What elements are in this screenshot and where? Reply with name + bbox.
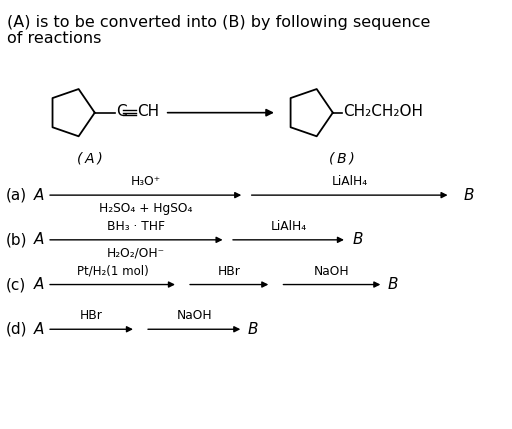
Text: A: A xyxy=(34,277,45,292)
Text: (a): (a) xyxy=(6,187,27,202)
Text: NaOH: NaOH xyxy=(176,309,212,322)
Text: (b): (b) xyxy=(6,233,28,248)
Text: (A) is to be converted into (B) by following sequence: (A) is to be converted into (B) by follo… xyxy=(7,15,431,30)
Text: A: A xyxy=(34,322,45,337)
Text: LiAlH₄: LiAlH₄ xyxy=(331,175,368,188)
Text: ( B ): ( B ) xyxy=(329,151,355,166)
Text: ( A ): ( A ) xyxy=(77,151,103,166)
Text: (d): (d) xyxy=(6,322,28,337)
Text: A: A xyxy=(34,233,45,248)
Text: (c): (c) xyxy=(6,277,26,292)
Text: LiAlH₄: LiAlH₄ xyxy=(270,220,307,233)
Text: B: B xyxy=(352,233,363,248)
Text: B: B xyxy=(388,277,398,292)
Text: Pt/H₂(1 mol): Pt/H₂(1 mol) xyxy=(77,265,148,278)
Text: B: B xyxy=(248,322,259,337)
Text: HBr: HBr xyxy=(218,265,241,278)
Text: B: B xyxy=(463,187,474,202)
Text: NaOH: NaOH xyxy=(314,265,350,278)
Text: HBr: HBr xyxy=(80,309,103,322)
Text: C: C xyxy=(116,104,127,119)
Text: BH₃ · THF: BH₃ · THF xyxy=(108,220,165,233)
Text: A: A xyxy=(34,187,45,202)
Text: CH: CH xyxy=(137,104,159,119)
Text: H₂O₂/OH⁻: H₂O₂/OH⁻ xyxy=(107,247,165,260)
Text: H₃O⁺: H₃O⁺ xyxy=(131,175,161,188)
Text: CH₂CH₂OH: CH₂CH₂OH xyxy=(343,104,423,119)
Text: H₂SO₄ + HgSO₄: H₂SO₄ + HgSO₄ xyxy=(99,202,193,215)
Text: of reactions: of reactions xyxy=(7,31,101,46)
